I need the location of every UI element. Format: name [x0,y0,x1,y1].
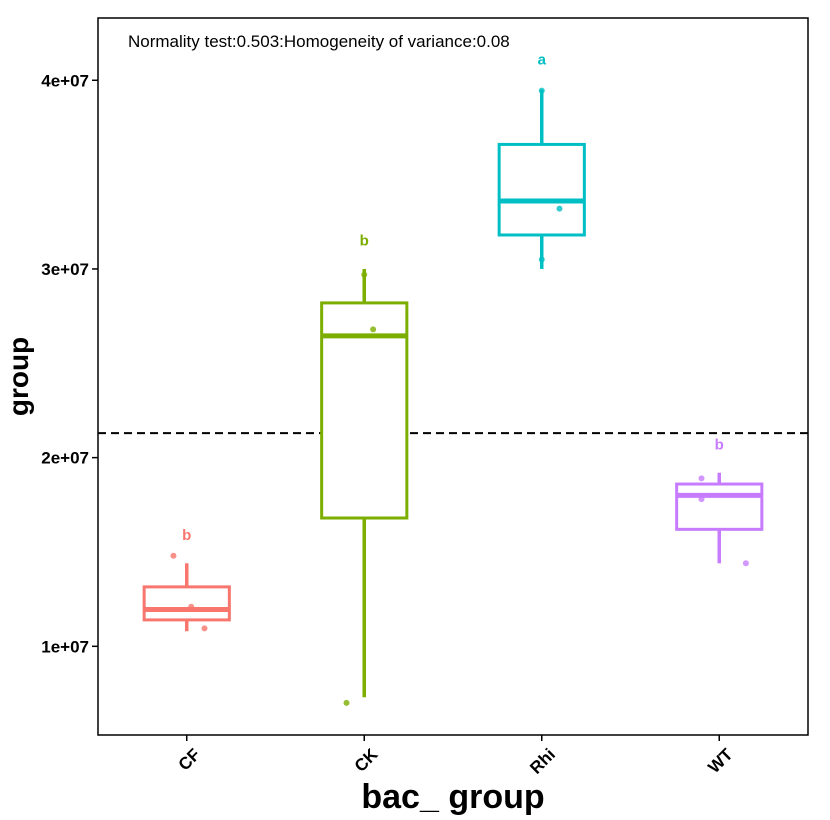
data-point [538,87,545,94]
data-point [201,625,208,632]
significance-letter: b [360,233,369,250]
box-wt: b [675,436,764,567]
box-rhi: a [497,52,586,269]
iqr-box [497,142,586,237]
y-tick-label: 4e+07 [41,71,89,90]
iqr-box [675,482,764,531]
data-point [538,256,545,263]
data-point [343,699,350,706]
iqr-box [320,301,409,520]
y-tick-label: 3e+07 [41,260,89,279]
panel-border [97,17,809,736]
data-point [361,271,368,278]
data-point [188,603,195,610]
y-tick-label: 2e+07 [41,449,89,468]
box-ck: b [320,233,409,706]
data-point [742,560,749,567]
iqr-box [142,585,231,622]
normality-annotation: Normality test:0.503:Homogeneity of vari… [128,32,510,51]
data-point [698,496,705,503]
significance-letter: a [538,52,547,69]
data-point [170,552,177,559]
significance-letter: b [715,436,724,453]
significance-letter: b [182,527,191,544]
y-axis: 1e+07 2e+07 3e+07 4e+07 [41,71,98,656]
data-point [556,205,563,212]
box-cf: b [142,527,231,632]
y-axis-title: group [3,337,34,416]
data-point [370,326,377,333]
chart-marks: b b a b [98,52,808,706]
data-point [698,475,705,482]
y-tick-label: 1e+07 [41,637,89,656]
x-axis-title: bac_ group [361,778,544,816]
